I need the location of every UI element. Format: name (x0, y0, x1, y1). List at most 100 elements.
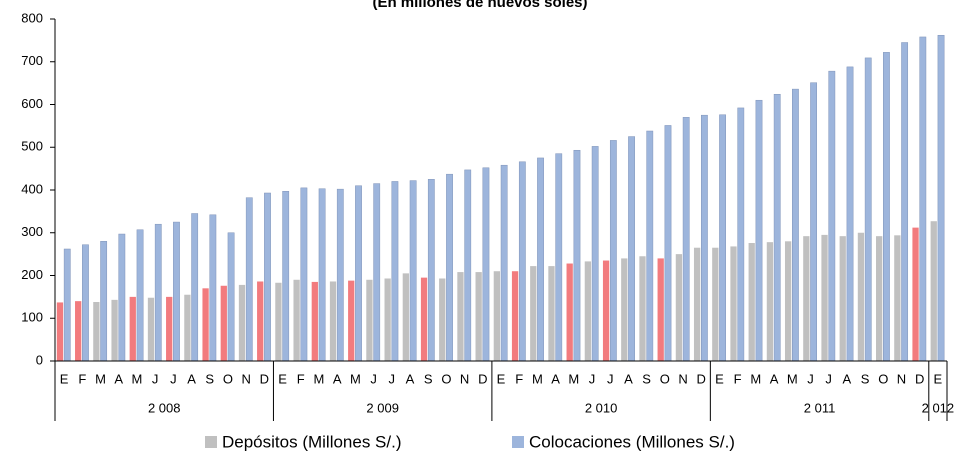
x-tick-label: D (915, 371, 924, 386)
y-tick-label: 100 (21, 310, 43, 325)
x-tick-label: M (350, 371, 361, 386)
bar (530, 266, 537, 361)
bar (348, 280, 355, 361)
bar (901, 42, 909, 362)
x-tick-label: M (787, 371, 798, 386)
bar (828, 70, 836, 362)
x-tick-label: M (95, 371, 106, 386)
bar (482, 167, 490, 362)
bar (63, 248, 71, 362)
bar (609, 140, 617, 362)
bar (191, 213, 199, 362)
bar (464, 169, 472, 362)
bar (75, 301, 82, 361)
legend-label: Depósitos (Millones S/.) (222, 432, 402, 451)
bar (420, 277, 428, 361)
bar (919, 36, 927, 362)
bar (329, 281, 337, 361)
bar (518, 161, 526, 362)
bar (810, 82, 818, 362)
x-tick-label: N (241, 371, 250, 386)
x-tick-label: D (260, 371, 269, 386)
bar (894, 235, 901, 361)
bar (202, 288, 209, 361)
bar (821, 234, 828, 361)
bar (209, 214, 217, 362)
y-tick-label: 200 (21, 267, 43, 282)
bar (427, 179, 435, 362)
x-tick-label: A (843, 371, 852, 386)
x-tick-label: M (131, 371, 142, 386)
x-tick-label: N (678, 371, 687, 386)
x-tick-label: E (278, 371, 287, 386)
year-label: 2 009 (366, 400, 399, 415)
x-tick-label: M (532, 371, 543, 386)
bar (621, 258, 628, 361)
bar (682, 117, 690, 362)
bar (584, 261, 592, 361)
bar (737, 107, 745, 362)
bar (275, 282, 282, 361)
bar (82, 244, 89, 362)
legend-swatch (205, 436, 217, 448)
x-tick-label: D (697, 371, 706, 386)
x-tick-label: F (734, 371, 742, 386)
legend-label: Colocaciones (Millones S/.) (529, 432, 735, 451)
bar (930, 221, 937, 361)
x-tick-label: O (660, 371, 670, 386)
x-tick-label: J (607, 371, 614, 386)
bar (311, 281, 318, 361)
y-tick-label: 400 (21, 181, 43, 196)
x-tick-label: M (314, 371, 325, 386)
bar (118, 233, 126, 362)
bar (628, 136, 635, 362)
bar (475, 272, 482, 361)
bar (748, 243, 755, 361)
year-label: 2 012 (922, 400, 955, 415)
x-tick-label: A (624, 371, 633, 386)
x-tick-label: S (205, 371, 214, 386)
x-tick-label: J (370, 371, 377, 386)
bar (154, 223, 162, 362)
bar (293, 279, 300, 361)
bar (591, 146, 599, 362)
bar (184, 294, 191, 361)
bar (166, 296, 173, 361)
bar (129, 296, 136, 361)
bar (773, 93, 781, 362)
bar (220, 285, 227, 361)
bar (792, 88, 799, 362)
bar (857, 232, 865, 361)
x-tick-label: E (497, 371, 506, 386)
x-tick-label: A (770, 371, 779, 386)
x-tick-label: O (878, 371, 888, 386)
bar (784, 241, 792, 361)
x-tick-label: S (424, 371, 433, 386)
y-tick-label: 700 (21, 53, 43, 68)
bar (548, 266, 555, 361)
x-tick-label: M (750, 371, 761, 386)
x-tick-label: F (78, 371, 86, 386)
bar (766, 242, 774, 361)
bar (755, 99, 763, 362)
bar (719, 114, 726, 362)
y-tick-label: 300 (21, 224, 43, 239)
bar (439, 278, 446, 361)
x-tick-label: E (715, 371, 724, 386)
bar (355, 185, 362, 362)
x-tick-label: S (861, 371, 870, 386)
bar (937, 34, 945, 362)
x-tick-label: O (441, 371, 451, 386)
bar (912, 227, 919, 361)
bar (555, 153, 563, 362)
bar (56, 302, 64, 361)
x-tick-label: N (897, 371, 906, 386)
bar (646, 130, 654, 362)
y-tick-label: 600 (21, 96, 43, 111)
bar (336, 188, 344, 362)
bar (373, 183, 381, 362)
x-tick-label: A (333, 371, 342, 386)
bar (446, 173, 453, 362)
year-label: 2 008 (148, 400, 181, 415)
